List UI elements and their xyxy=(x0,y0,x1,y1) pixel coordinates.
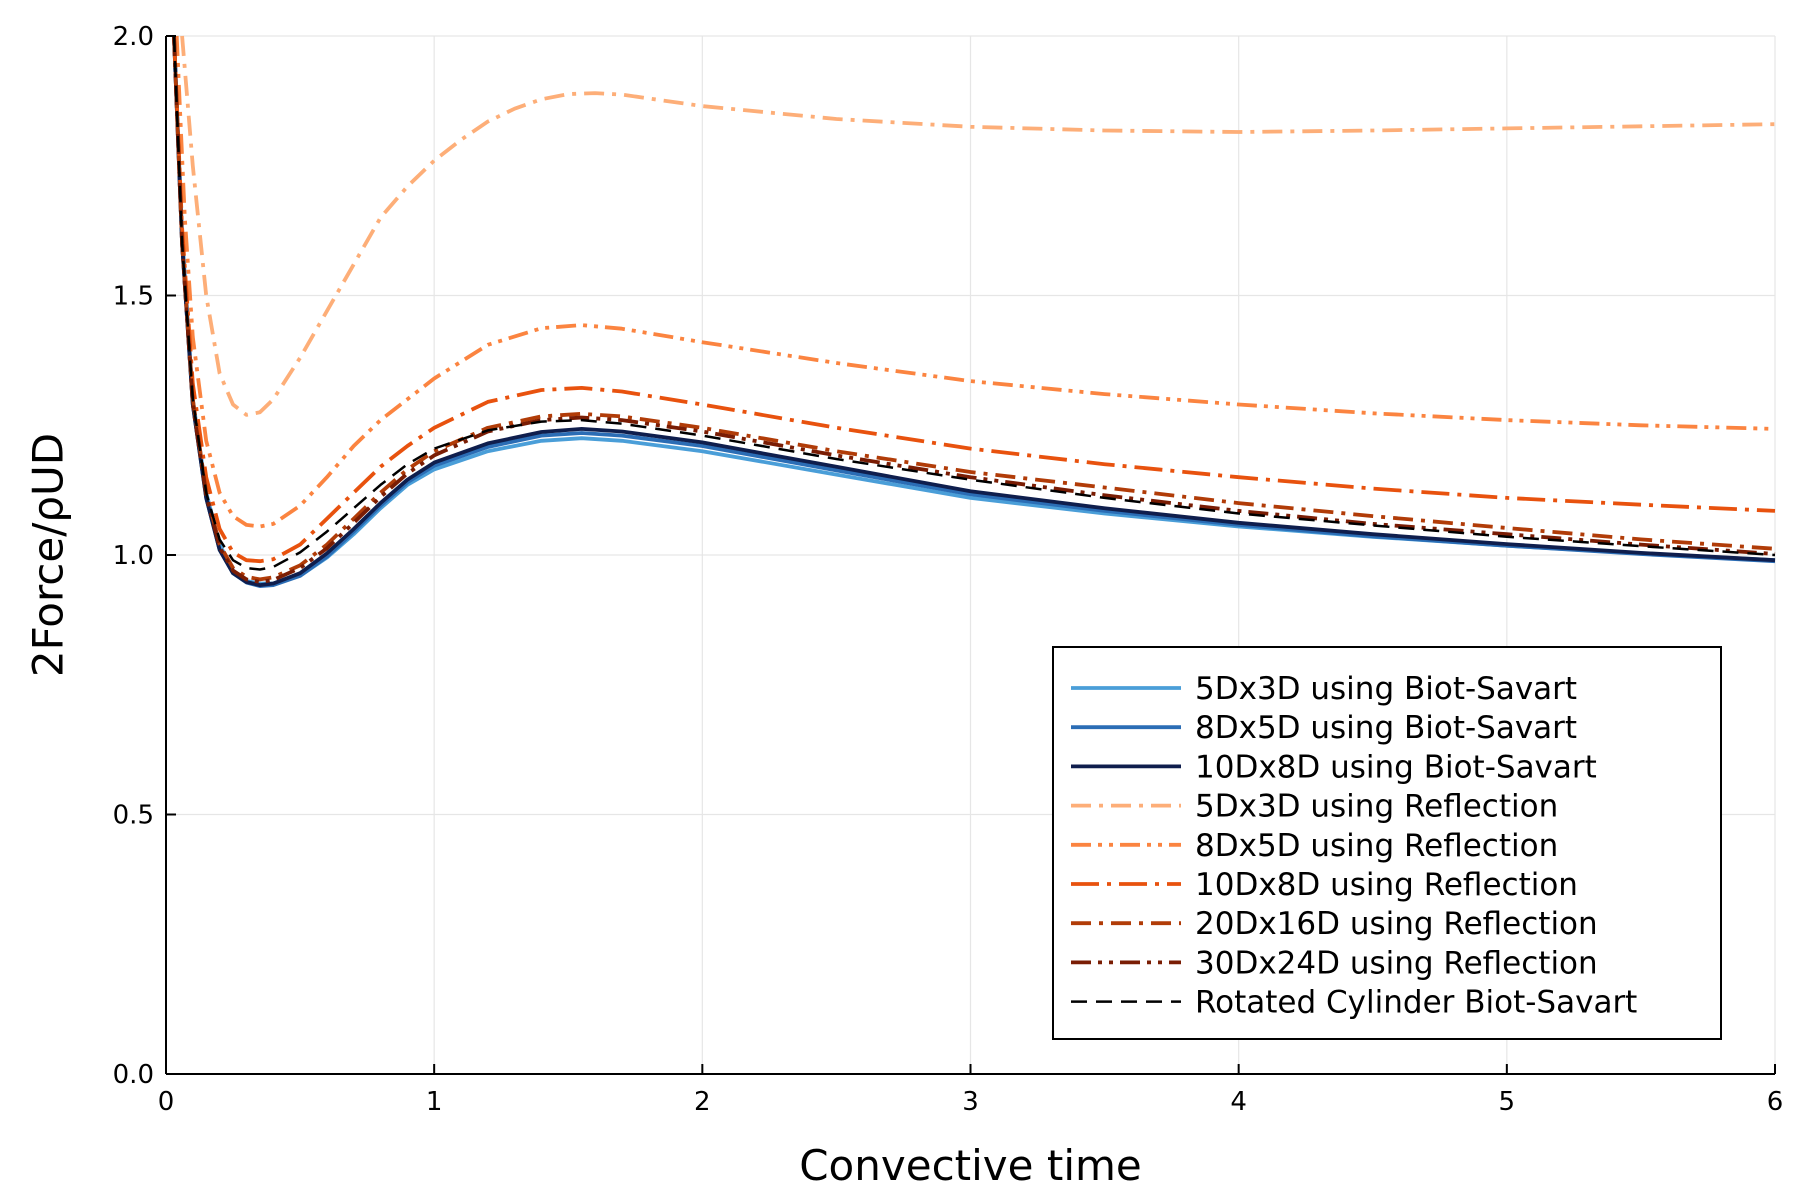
legend-label-2: 10Dx8D using Biot-Savart xyxy=(1195,749,1597,785)
x-tick-label-6: 6 xyxy=(1767,1087,1784,1117)
series-line-6 xyxy=(172,35,1776,582)
series-line-1 xyxy=(172,35,1776,588)
x-tick-label-0: 0 xyxy=(158,1087,175,1117)
legend-label-7: 30Dx24D using Reflection xyxy=(1195,945,1598,981)
series-line-8 xyxy=(172,35,1776,571)
legend-label-1: 8Dx5D using Biot-Savart xyxy=(1195,710,1577,746)
legend-label-4: 8Dx5D using Reflection xyxy=(1195,828,1558,864)
y-tick-label-1: 0.5 xyxy=(113,801,154,831)
legend-box xyxy=(1052,646,1722,1040)
y-tick-label-2: 1.0 xyxy=(113,541,154,571)
y-tick-label-3: 1.5 xyxy=(113,282,154,312)
x-tick-label-5: 5 xyxy=(1499,1087,1516,1117)
axes xyxy=(165,35,1776,1075)
legend-label-8: Rotated Cylinder Biot-Savart xyxy=(1195,985,1637,1021)
series-line-4 xyxy=(174,35,1776,529)
x-tick-label-4: 4 xyxy=(1230,1087,1247,1117)
tick-labels: 0 1 2 3 4 5 6 0.0 0.5 1.0 1.5 2.0 xyxy=(113,22,1784,1117)
x-tick-label-1: 1 xyxy=(426,1087,443,1117)
legend-label-3: 5Dx3D using Reflection xyxy=(1195,789,1558,825)
legend-label-5: 10Dx8D using Reflection xyxy=(1195,867,1578,903)
x-axis-title: Convective time xyxy=(799,1141,1142,1190)
series-line-5 xyxy=(172,35,1776,564)
series-lines xyxy=(172,35,1776,588)
legend-label-6: 20Dx16D using Reflection xyxy=(1195,906,1598,942)
series-line-0 xyxy=(172,35,1776,586)
x-tick-label-2: 2 xyxy=(694,1087,711,1117)
series-line-7 xyxy=(172,35,1776,584)
y-tick-label-4: 2.0 xyxy=(113,22,154,52)
y-axis-title: 2Force/ρUD xyxy=(24,433,73,677)
series-line-3 xyxy=(180,35,1776,417)
y-tick-label-0: 0.0 xyxy=(113,1060,154,1090)
series-line-2 xyxy=(172,35,1776,587)
legend-label-0: 5Dx3D using Biot-Savart xyxy=(1195,671,1577,707)
x-tick-label-3: 3 xyxy=(962,1087,979,1117)
